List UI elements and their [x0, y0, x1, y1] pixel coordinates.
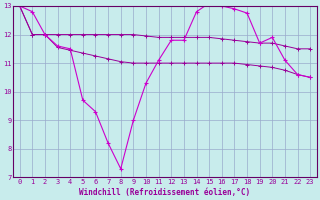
X-axis label: Windchill (Refroidissement éolien,°C): Windchill (Refroidissement éolien,°C) — [79, 188, 251, 197]
